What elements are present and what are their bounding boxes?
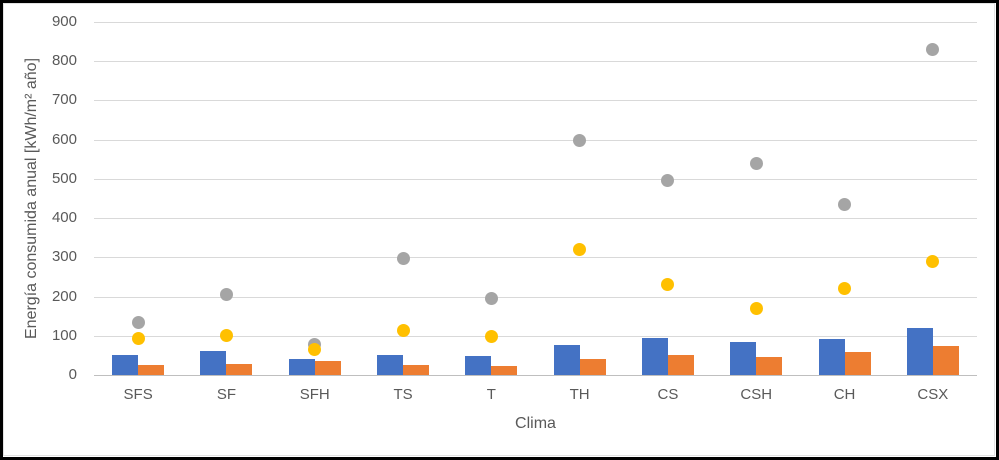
y-tick-label-700: 700 — [51, 91, 77, 109]
y-tick-label-0: 0 — [68, 366, 77, 383]
orange-bar-series-TS — [403, 365, 430, 375]
gray-dot-series-CSX — [926, 42, 940, 56]
gray-dot-series-TH — [573, 134, 587, 148]
blue-bar-series-CSH — [730, 341, 757, 375]
orange-bar-series-T — [491, 365, 518, 375]
blue-bar-series-CH — [818, 338, 845, 375]
x-category-label-CSH: CSH — [740, 386, 773, 403]
y-tick-label-300: 300 — [51, 248, 77, 266]
yellow-dot-series-CH — [838, 282, 852, 296]
blue-bar-series-SFS — [112, 354, 139, 375]
gridline-800 — [94, 61, 977, 63]
orange-bar-series-TH — [579, 359, 606, 375]
gray-dot-series-CS — [661, 174, 675, 188]
orange-bar-series-CSX — [932, 345, 959, 375]
gray-dot-series-CH — [838, 198, 852, 212]
orange-bar-series-CS — [667, 354, 694, 375]
x-category-label-TS: TS — [393, 386, 413, 403]
x-category-label-SF: SF — [216, 386, 237, 403]
yellow-dot-series-CS — [661, 277, 675, 291]
gray-dot-series-SFS — [131, 315, 145, 329]
gridline-100 — [94, 335, 977, 337]
gridline-600 — [94, 139, 977, 141]
x-category-label-CS: CS — [657, 386, 679, 403]
orange-bar-series-CH — [844, 352, 871, 375]
blue-bar-series-TH — [553, 344, 580, 375]
x-category-label-SFH: SFH — [299, 386, 330, 403]
yellow-dot-series-SFH — [308, 343, 322, 356]
gridline-400 — [94, 218, 977, 220]
gray-dot-series-SF — [219, 288, 233, 302]
y-tick-label-500: 500 — [51, 169, 77, 187]
gridline-900 — [94, 22, 977, 23]
blue-bar-series-SFH — [288, 359, 315, 375]
yellow-dot-series-CSX — [926, 255, 940, 269]
x-axis-title: Clima — [515, 415, 556, 432]
yellow-dot-series-SFS — [131, 332, 145, 346]
gray-dot-series-T — [484, 291, 498, 305]
x-category-label-SFS: SFS — [123, 386, 153, 403]
x-axis-line — [94, 375, 977, 376]
x-category-label-TH: TH — [569, 386, 590, 403]
gray-dot-series-TS — [396, 252, 410, 265]
orange-bar-series-CSH — [756, 356, 783, 375]
gridline-200 — [94, 296, 977, 298]
gridline-700 — [94, 100, 977, 102]
y-tick-label-200: 200 — [51, 287, 77, 305]
orange-bar-series-SF — [226, 364, 253, 375]
gridline-300 — [94, 257, 977, 259]
orange-bar-series-SFH — [314, 361, 341, 375]
x-category-label-T: T — [486, 386, 496, 403]
yellow-dot-series-SF — [219, 329, 233, 343]
blue-bar-series-TS — [377, 354, 404, 375]
yellow-dot-series-TH — [573, 242, 587, 256]
y-tick-label-600: 600 — [51, 130, 77, 148]
blue-bar-series-CS — [641, 337, 668, 375]
plot-area: 0 100 200 300 400 500 600 700 800 900 SFS SF SFH TS T T… — [3, 3, 996, 457]
y-tick-label-400: 400 — [51, 209, 77, 227]
x-category-label-CH: CH — [833, 386, 856, 403]
orange-bar-series-SFS — [138, 365, 165, 375]
yellow-dot-series-TS — [396, 324, 410, 338]
x-category-label-CSX: CSX — [917, 386, 949, 403]
y-tick-label-900: 900 — [51, 13, 77, 30]
gray-dot-series-CSH — [749, 156, 763, 170]
yellow-dot-series-CSH — [749, 301, 763, 315]
blue-bar-series-T — [465, 356, 492, 375]
gridline-500 — [94, 178, 977, 180]
y-tick-label-800: 800 — [51, 52, 77, 70]
y-tick-label-100: 100 — [51, 326, 77, 344]
yellow-dot-series-T — [484, 330, 498, 344]
blue-bar-series-SF — [200, 351, 227, 375]
blue-bar-series-CSX — [906, 327, 933, 375]
